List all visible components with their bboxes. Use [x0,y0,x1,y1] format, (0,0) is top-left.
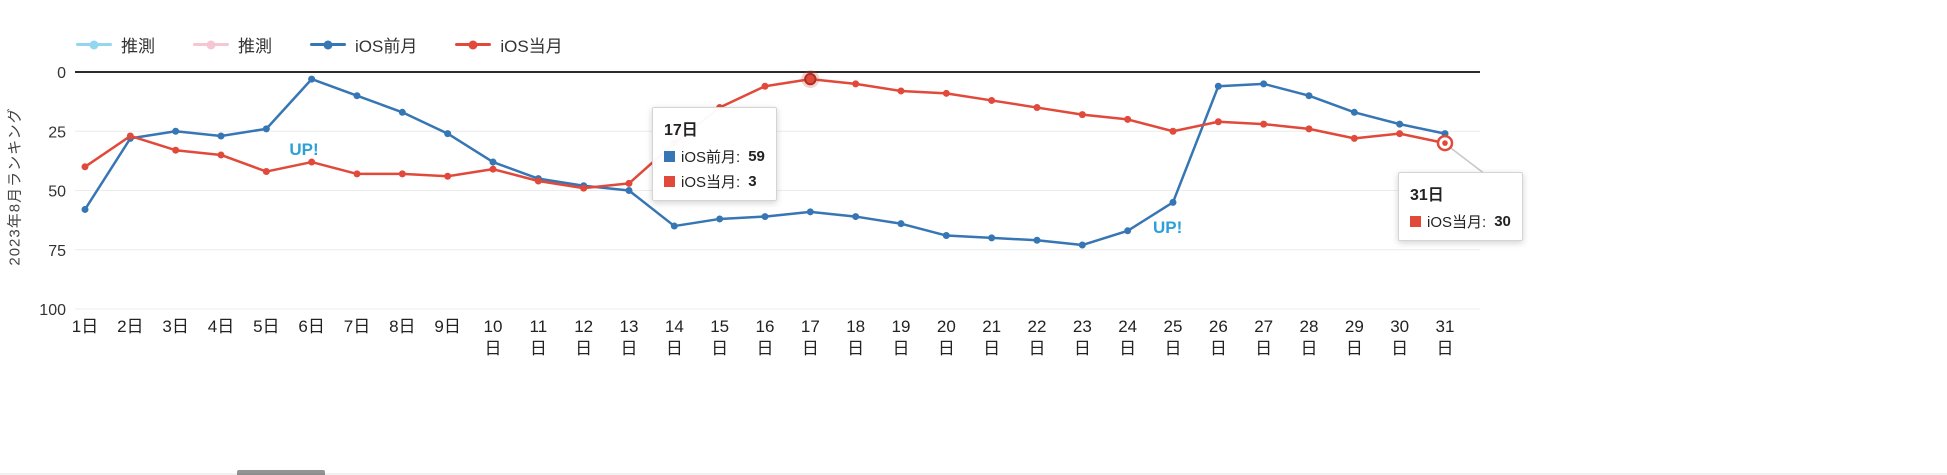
legend-item-suisoku-2[interactable]: 推測 [193,32,272,57]
tooltip-day31: 31日 iOS当月: 30 [1398,172,1523,241]
svg-text:100: 100 [39,302,66,319]
legend-dot [206,40,216,49]
svg-text:23: 23 [1073,317,1092,336]
tooltip-row-ios-current: iOS当月: 30 [1410,211,1511,232]
svg-text:31: 31 [1436,317,1455,336]
svg-text:日: 日 [484,339,501,358]
tooltip-row-value: 3 [748,173,757,190]
up-annotation-day25: UP! [1152,217,1183,237]
svg-text:日: 日 [1028,339,1045,358]
legend-item-ios-current-month[interactable]: iOS当月 [455,32,563,57]
svg-text:日: 日 [892,339,909,358]
tooltip-title: 31日 [1410,187,1444,204]
tooltip-row-label: iOS前月: [681,149,741,166]
svg-text:日: 日 [666,339,683,358]
legend-dot [89,40,99,49]
svg-text:8日: 8日 [389,317,415,336]
svg-text:日: 日 [530,339,547,358]
legend-line-swatch [76,40,112,49]
svg-text:0: 0 [57,65,66,82]
svg-text:11: 11 [530,317,548,336]
series-color-swatch [1410,216,1421,227]
svg-text:日: 日 [1436,339,1453,358]
legend-item-suisoku-1[interactable]: 推測 [76,32,155,57]
svg-text:12: 12 [574,317,593,336]
svg-text:17: 17 [801,317,820,336]
svg-text:日: 日 [802,339,819,358]
svg-text:30: 30 [1390,317,1409,336]
svg-text:26: 26 [1209,317,1228,336]
svg-text:24: 24 [1118,317,1137,336]
svg-text:50: 50 [48,184,66,201]
legend-dot [323,40,333,49]
legend-line-swatch [310,40,346,49]
svg-text:28: 28 [1300,317,1319,336]
legend-label: 推測 [238,37,272,56]
svg-text:29: 29 [1345,317,1364,336]
svg-text:5日: 5日 [253,317,279,336]
svg-text:日: 日 [983,339,1000,358]
svg-text:25: 25 [48,124,66,141]
svg-text:日: 日 [575,339,592,358]
svg-text:日: 日 [1210,339,1227,358]
tooltip-row-value: 30 [1494,213,1511,230]
tooltip-row-ios-current: iOS当月: 3 [664,171,765,192]
svg-text:14: 14 [665,317,684,336]
tooltip-row-ios-prev: iOS前月: 59 [664,146,765,167]
tooltip-row-label: iOS当月: [681,174,741,191]
svg-text:日: 日 [1391,339,1408,358]
svg-text:9日: 9日 [434,317,460,336]
chart-legend: 推測 推測 iOS前月 iOS当月 [76,32,563,57]
svg-text:日: 日 [847,339,864,358]
svg-text:6日: 6日 [298,317,324,336]
up-annotation-day5: UP! [289,139,319,159]
bottom-divider [0,473,1947,475]
legend-label: iOS当月 [500,37,563,56]
legend-dot [468,40,478,49]
svg-text:日: 日 [1119,339,1136,358]
svg-text:18: 18 [846,317,865,336]
legend-label: 推測 [121,37,155,56]
svg-text:21: 21 [982,317,1001,336]
svg-text:75: 75 [48,243,66,260]
cutoff-content-below [237,470,325,475]
svg-text:20: 20 [937,317,956,336]
svg-text:22: 22 [1028,317,1047,336]
tooltip-row-value: 59 [748,148,765,165]
svg-text:日: 日 [1164,339,1181,358]
svg-text:日: 日 [756,339,773,358]
series-color-swatch [664,176,675,187]
svg-text:日: 日 [1346,339,1363,358]
legend-item-ios-prev-month[interactable]: iOS前月 [310,32,417,57]
svg-text:日: 日 [938,339,955,358]
svg-text:13: 13 [620,317,639,336]
svg-text:4日: 4日 [208,317,234,336]
svg-text:日: 日 [620,339,637,358]
legend-line-swatch [455,40,492,49]
svg-text:16: 16 [756,317,775,336]
tooltip-day17: 17日 iOS前月: 59 iOS当月: 3 [652,107,777,201]
svg-text:7日: 7日 [344,317,370,336]
svg-text:日: 日 [1300,339,1317,358]
tooltip-title: 17日 [664,122,698,139]
legend-label: iOS前月 [355,37,418,56]
svg-text:日: 日 [1255,339,1272,358]
tooltip-row-label: iOS当月: [1427,214,1487,231]
svg-text:1日: 1日 [72,317,98,336]
svg-text:19: 19 [892,317,911,336]
series-color-swatch [664,151,675,162]
svg-text:日: 日 [1074,339,1091,358]
svg-text:15: 15 [710,317,729,336]
svg-text:27: 27 [1254,317,1273,336]
svg-text:3日: 3日 [162,317,188,336]
svg-text:25: 25 [1164,317,1183,336]
svg-text:2日: 2日 [117,317,143,336]
legend-line-swatch [193,40,229,49]
svg-text:日: 日 [711,339,728,358]
svg-text:10: 10 [484,317,503,336]
